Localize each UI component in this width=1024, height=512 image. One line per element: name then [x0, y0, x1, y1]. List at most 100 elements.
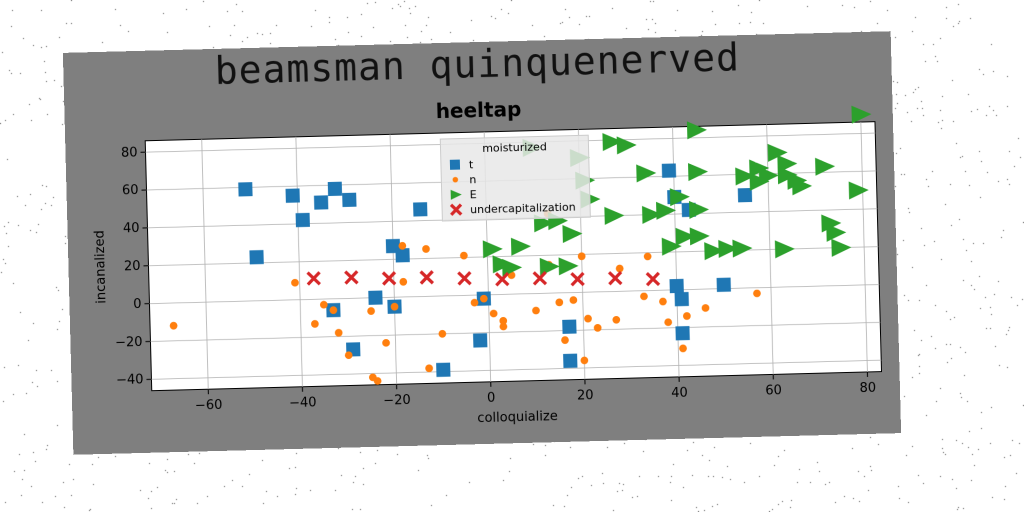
legend-box: [439, 134, 591, 222]
series-1-point: [555, 298, 564, 307]
data-points: [169, 105, 872, 385]
series-2-point: [688, 163, 709, 182]
series-2-point: [669, 188, 690, 207]
series-0-point: [313, 195, 329, 210]
y-axis-label: incanalized: [93, 230, 110, 304]
series-1-point: [460, 251, 468, 260]
series-1-point: [311, 320, 319, 328]
series-1-point: [615, 264, 624, 273]
y-gridline: [148, 246, 879, 267]
series-0-point: [285, 188, 300, 203]
series-0-point: [436, 362, 451, 377]
series-0-point: [395, 248, 410, 263]
series-2-point: [792, 177, 813, 196]
x-tick-label: 40: [671, 386, 688, 401]
series-1-point: [683, 312, 691, 320]
series-1-point: [584, 314, 592, 323]
series-3-point: [532, 270, 548, 286]
series-1-point: [561, 336, 569, 344]
series-2-point: [689, 200, 710, 219]
y-tick-label: 20: [124, 259, 141, 274]
series-1-point: [422, 245, 430, 253]
series-0-point: [563, 353, 578, 368]
series-1-point: [612, 315, 621, 324]
series-1-point: [499, 317, 508, 325]
series-1-point: [329, 306, 338, 315]
series-0-point: [661, 163, 677, 178]
series-2-point: [661, 237, 682, 256]
x-tick-label: 60: [765, 383, 782, 398]
series-1-point: [580, 356, 589, 365]
series-0-point: [716, 277, 731, 292]
series-1-point: [499, 322, 508, 331]
series-2-point: [558, 257, 579, 276]
series-1-point: [398, 241, 407, 250]
series-0-point: [249, 250, 264, 265]
ticks: −60 −40 −20 0 20 40 60 80 −40 −20 0 20 40 60 80: [115, 145, 876, 414]
series-1-point: [577, 252, 586, 261]
series-2-point: [777, 155, 798, 174]
series-1-point: [664, 318, 673, 327]
series-2-point: [831, 238, 852, 257]
legend-marker: [450, 189, 462, 200]
series-2-point: [851, 105, 872, 124]
series-1-point: [382, 339, 390, 347]
series-3-point: [607, 270, 623, 286]
legend-marker: [449, 159, 461, 170]
series-1-point: [425, 364, 433, 373]
series-3-point: [645, 271, 661, 287]
series-0-point: [238, 182, 253, 197]
series-3-point: [570, 271, 585, 287]
series-1-point: [659, 297, 667, 306]
x-tick-label: −40: [289, 395, 317, 411]
series-1-point: [373, 377, 382, 385]
y-tick-label: 60: [122, 183, 139, 198]
legend-label: n: [469, 173, 476, 186]
series-2-point: [675, 227, 696, 246]
y-gridline: [150, 321, 881, 342]
x-tick-label: 80: [859, 381, 876, 396]
series-3-point: [419, 270, 435, 285]
series-1-point: [532, 306, 540, 315]
series-2-point: [656, 201, 677, 220]
series-1-point: [593, 324, 602, 332]
series-3-point: [306, 271, 321, 286]
series-2-point: [758, 166, 779, 185]
series-2-point: [704, 242, 725, 261]
legend-title: moisturized: [482, 140, 547, 155]
legend-marker: [449, 203, 463, 216]
series-1-point: [679, 344, 687, 353]
series-1-point: [470, 298, 479, 307]
x-tick-label: 0: [487, 391, 496, 406]
series-2-point: [616, 136, 637, 155]
series-2-point: [482, 240, 503, 259]
x-tick-label: −60: [195, 398, 223, 414]
legend-marker: [452, 176, 459, 183]
series-1-point: [291, 278, 299, 287]
series-0-point: [368, 290, 383, 305]
y-tick-label: 0: [133, 297, 142, 312]
legend-label: E: [470, 188, 477, 201]
series-1-point: [569, 296, 578, 304]
y-tick-label: −20: [115, 335, 143, 351]
series-2-point: [821, 214, 842, 233]
series-0-point: [737, 187, 753, 203]
series-0-point: [562, 319, 577, 334]
series-2-point: [604, 206, 625, 225]
series-2-point: [718, 239, 739, 258]
legend-label: undercapitalization: [470, 201, 576, 217]
series-1-point: [367, 307, 375, 315]
x-axis-label: colloquialize: [477, 409, 558, 426]
series-1-point: [319, 300, 328, 309]
series-2-point: [826, 223, 847, 242]
series-2-point: [848, 181, 869, 200]
series-3-point: [494, 271, 510, 287]
series-2-point: [767, 143, 788, 162]
x-tick-label: 20: [577, 388, 594, 403]
series-1-point: [643, 252, 652, 261]
series-2-point: [689, 227, 710, 246]
series-2-point: [642, 205, 663, 224]
scatter-plot: −60 −40 −20 0 20 40 60 80 −40 −20 0 20 40 60 80 moistu…: [93, 105, 883, 426]
series-0-point: [669, 278, 684, 294]
